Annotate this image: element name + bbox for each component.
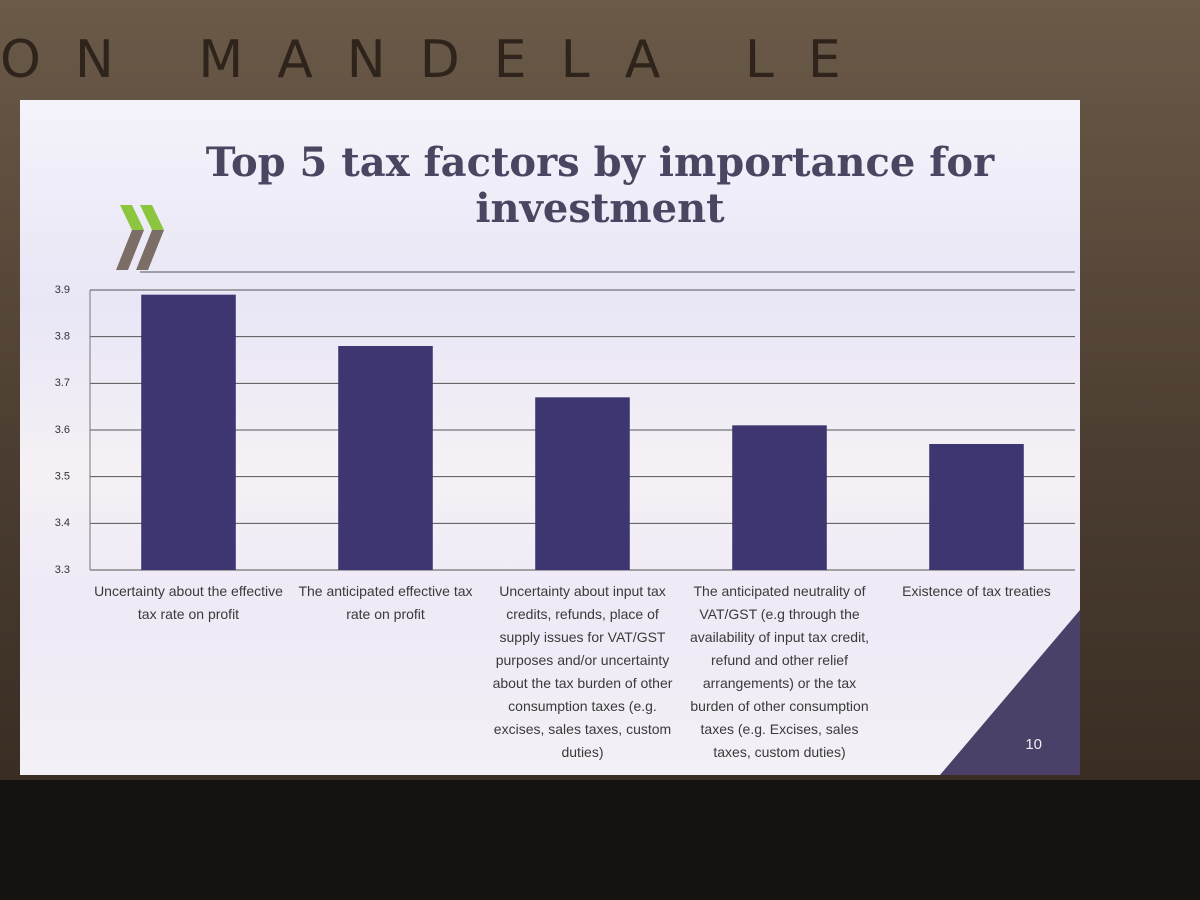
y-tick-label: 3.4 [55, 517, 70, 529]
x-tick-label: Uncertainty about the effective tax rate… [94, 583, 283, 622]
x-tick-label: The anticipated effective tax rate on pr… [298, 583, 473, 622]
logo [116, 205, 164, 270]
chart: 3.3 3.4 3.5 3.6 3.7 3.8 3.9 [55, 271, 1080, 775]
bar [732, 425, 827, 570]
bar [141, 294, 236, 570]
bar [535, 397, 630, 570]
backdrop-text: ON MANDELA LE [0, 30, 875, 90]
page-number: 10 [1025, 736, 1042, 753]
x-tick-label: The anticipated neutrality of VAT/GST (e… [690, 583, 869, 760]
bar [338, 346, 433, 570]
y-tick-label: 3.7 [55, 377, 70, 389]
y-tick-label: 3.6 [55, 424, 70, 436]
y-tick-label: 3.3 [55, 564, 70, 576]
x-tick-label: Uncertainty about input tax credits, ref… [492, 583, 673, 760]
x-tick-label: Existence of tax treaties [902, 583, 1051, 599]
floor [0, 780, 1200, 900]
slide-title: Top 5 tax factors by importance for inve… [205, 139, 995, 232]
y-tick-label: 3.8 [55, 331, 70, 343]
bar [929, 444, 1024, 570]
slide: Top 5 tax factors by importance for inve… [20, 100, 1080, 775]
corner-decoration [940, 610, 1080, 775]
y-tick-label: 3.9 [55, 284, 70, 296]
y-tick-label: 3.5 [55, 471, 70, 483]
